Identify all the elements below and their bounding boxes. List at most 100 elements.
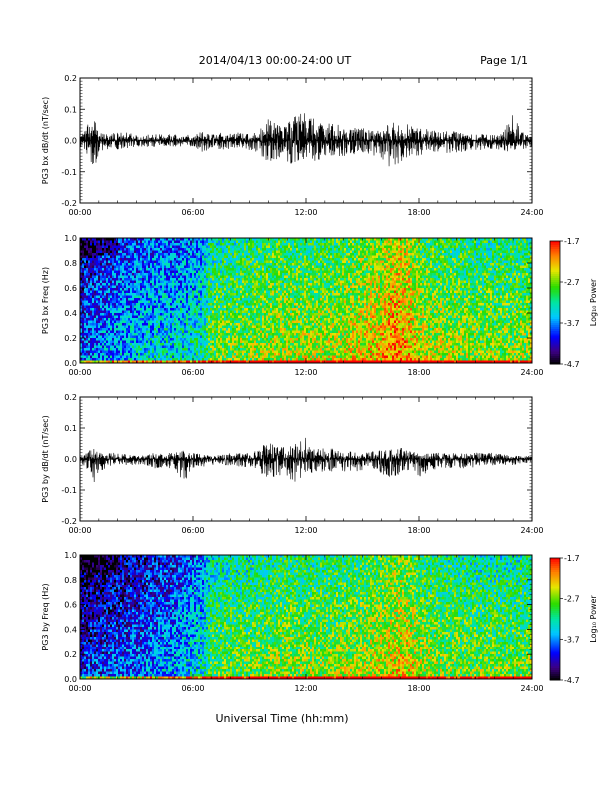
spectrogram-cell	[88, 303, 90, 306]
spectrogram-cell	[90, 288, 92, 291]
spectrogram-cell	[230, 261, 232, 264]
spectrogram-cell	[222, 358, 224, 361]
spectrogram-cell	[98, 246, 100, 249]
spectrogram-cell	[222, 268, 224, 271]
spectrogram-cell	[220, 343, 222, 346]
spectrogram-cell	[230, 248, 232, 251]
spectrogram-cell	[220, 291, 222, 294]
spectrogram-cell	[234, 311, 236, 314]
spectrogram-cell	[240, 346, 242, 349]
spectrogram-cell	[158, 336, 160, 339]
spectrogram-cell	[258, 331, 260, 334]
spectrogram-cell	[130, 283, 132, 286]
spectrogram-cell	[168, 348, 170, 351]
spectrogram-cell	[188, 326, 190, 329]
spectrogram-cell	[154, 276, 156, 279]
spectrogram-cell	[236, 308, 238, 311]
spectrogram-cell	[160, 336, 162, 339]
spectrogram-cell	[188, 303, 190, 306]
spectrogram-cell	[116, 268, 118, 271]
spectrogram-cell	[164, 323, 166, 326]
spectrogram-cell	[174, 348, 176, 351]
spectrogram-cell	[120, 248, 122, 251]
spectrogram-cell	[146, 318, 148, 321]
spectrogram-cell	[236, 246, 238, 249]
spectrogram-cell	[256, 276, 258, 279]
spectrogram-cell	[152, 246, 154, 249]
spectrogram-cell	[146, 246, 148, 249]
spectrogram-cell	[194, 296, 196, 299]
spectrogram-cell	[160, 251, 162, 254]
spectrogram-cell	[238, 336, 240, 339]
spectrogram-cell	[224, 336, 226, 339]
spectrogram-cell	[154, 341, 156, 344]
spectrogram-cell	[92, 323, 94, 326]
spectrogram-cell	[224, 283, 226, 286]
spectrogram-cell	[250, 301, 252, 304]
spectrogram-cell	[82, 308, 84, 311]
spectrogram-cell	[126, 256, 128, 259]
spectrogram-cell	[220, 256, 222, 259]
spectrogram-cell	[258, 258, 260, 261]
spectrogram-cell	[182, 358, 184, 361]
spectrogram-cell	[194, 263, 196, 266]
spectrogram-cell	[212, 268, 214, 271]
spectrogram-cell	[172, 263, 174, 266]
spectrogram-cell	[184, 291, 186, 294]
spectrogram-cell	[128, 321, 130, 324]
spectrogram-cell	[222, 311, 224, 314]
spectrogram-cell	[272, 243, 274, 246]
spectrogram-cell	[154, 296, 156, 299]
spectrogram-cell	[204, 343, 206, 346]
spectrogram-cell	[184, 333, 186, 336]
spectrogram-cell	[140, 283, 142, 286]
spectrogram-cell	[268, 321, 270, 324]
spectrogram-cell	[126, 336, 128, 339]
spectrogram-cell	[252, 341, 254, 344]
spectrogram-cell	[244, 288, 246, 291]
spectrogram-cell	[258, 291, 260, 294]
spectrogram-cell	[228, 301, 230, 304]
spectrogram-cell	[182, 261, 184, 264]
spectrogram-cell	[104, 241, 106, 244]
spectrogram-cell	[120, 276, 122, 279]
spectrogram-cell	[172, 356, 174, 359]
spectrogram-cell	[188, 248, 190, 251]
spectrogram-cell	[112, 253, 114, 256]
spectrogram-cell	[162, 323, 164, 326]
spectrogram-cell	[126, 351, 128, 354]
spectrogram-cell	[256, 301, 258, 304]
spectrogram-cell	[92, 343, 94, 346]
spectrogram-cell	[214, 316, 216, 319]
spectrogram-cell	[202, 271, 204, 274]
spectrogram-cell	[242, 273, 244, 276]
spectrogram-cell	[152, 308, 154, 311]
spectrogram-cell	[234, 326, 236, 329]
spectrogram-cell	[178, 283, 180, 286]
spectrogram-cell	[250, 296, 252, 299]
spectrogram-cell	[124, 328, 126, 331]
spectrogram-cell	[164, 331, 166, 334]
spectrogram-cell	[102, 293, 104, 296]
spectrogram-cell	[174, 288, 176, 291]
spectrogram-cell	[258, 273, 260, 276]
spectrogram-cell	[272, 281, 274, 284]
spectrogram-cell	[238, 303, 240, 306]
spectrogram-cell	[138, 358, 140, 361]
spectrogram-cell	[84, 318, 86, 321]
spectrogram-cell	[178, 258, 180, 261]
spectrogram-cell	[220, 293, 222, 296]
spectrogram-cell	[164, 281, 166, 284]
spectrogram-cell	[112, 283, 114, 286]
spectrogram-cell	[208, 288, 210, 291]
spectrogram-cell	[184, 261, 186, 264]
spectrogram-cell	[162, 306, 164, 309]
spectrogram-cell	[88, 316, 90, 319]
spectrogram-cell	[102, 328, 104, 331]
spectrogram-cell	[248, 261, 250, 264]
spectrogram-cell	[106, 318, 108, 321]
spectrogram-cell	[162, 243, 164, 246]
spectrogram-cell	[98, 278, 100, 281]
spectrogram-cell	[184, 283, 186, 286]
spectrogram-cell	[242, 308, 244, 311]
